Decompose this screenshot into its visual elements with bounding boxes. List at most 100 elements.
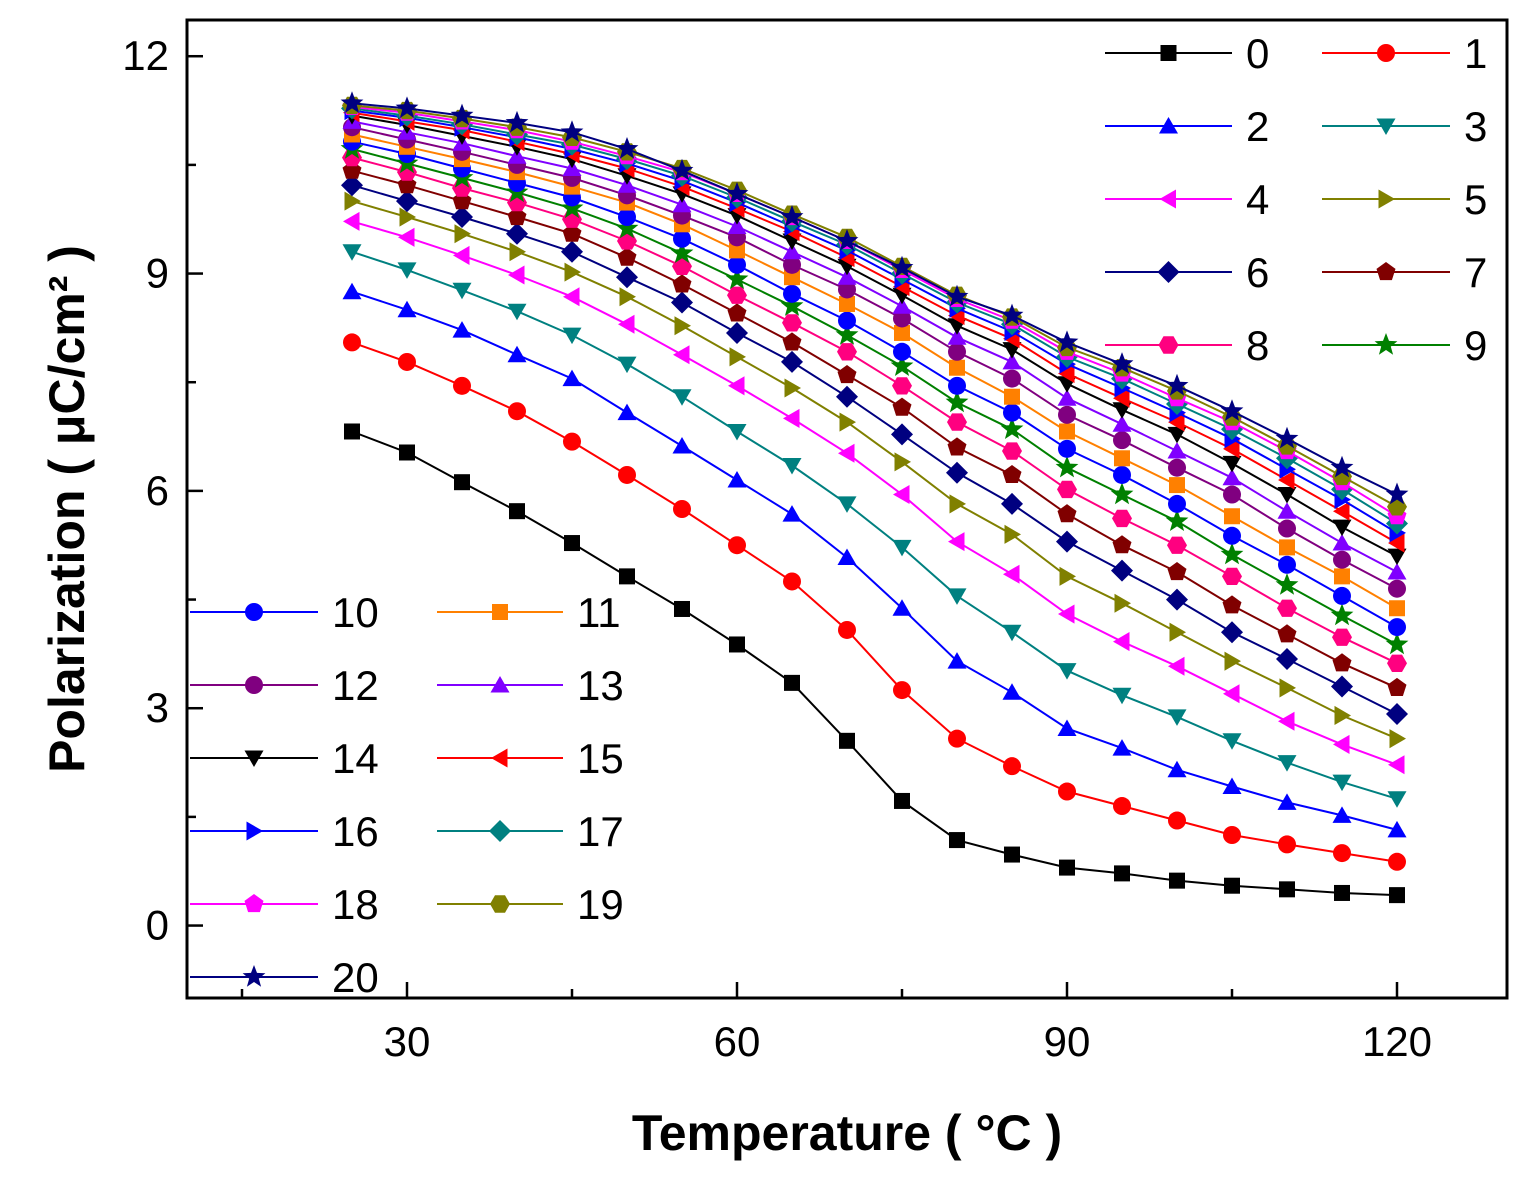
legend-marker [244,894,264,913]
data-point [837,496,857,513]
legend-item-11: 11 [437,589,621,636]
y-tick-label: 9 [146,250,169,297]
data-point [344,191,361,211]
legend-label: 0 [1246,30,1269,77]
data-point [1222,468,1242,486]
data-point [616,266,638,289]
data-point [1169,622,1186,642]
data-point [947,328,967,345]
data-point [947,413,967,431]
data-point [1333,550,1351,569]
data-point [1220,542,1244,565]
data-point [1111,559,1133,582]
series-7 [342,160,1407,696]
data-point [453,376,471,395]
data-point [1277,755,1297,772]
data-point [1277,502,1297,519]
series-line-14 [351,114,1398,557]
legend-label: 2 [1246,103,1269,150]
legend-label: 3 [1464,103,1487,150]
data-point [672,389,692,406]
data-point [1055,330,1079,353]
data-point [1168,458,1186,477]
data-point [1113,465,1131,484]
data-point [729,636,745,653]
data-point [782,242,802,260]
series-line-20 [351,102,1398,496]
legend-item-9: 9 [1322,322,1487,369]
series-line-10 [351,140,1398,628]
data-point [782,314,802,332]
data-point [1057,480,1077,499]
data-point [729,242,745,259]
data-point [890,255,914,278]
data-point [1331,675,1353,698]
data-point [1388,852,1406,871]
data-point [838,620,856,639]
data-point [1387,563,1407,580]
data-point [893,309,911,328]
data-point [948,729,966,748]
data-point [1112,402,1132,419]
data-point [1278,470,1295,490]
data-point [1112,415,1132,432]
data-point [617,247,637,266]
data-point [672,274,692,293]
legend-item-20: 20 [190,954,379,1001]
data-point [1386,703,1408,725]
series-0 [344,423,1405,904]
legend-marker [492,604,508,620]
data-point [398,227,415,247]
data-point [1113,388,1130,408]
data-point [948,376,966,395]
legend-item-0: 0 [1105,30,1269,77]
series-line-7 [351,169,1398,689]
data-point [507,303,527,321]
data-point [619,568,635,585]
legend-marker [1159,189,1176,209]
data-point [670,241,694,263]
legend-item-10: 10 [190,589,379,636]
data-point [1166,588,1188,611]
data-point [397,300,417,318]
data-point [1333,586,1351,605]
data-point [945,284,969,307]
data-point [561,240,583,263]
data-point [1387,820,1407,838]
data-point [728,376,745,396]
legend-item-14: 14 [190,735,379,782]
data-point [1279,539,1295,556]
legend-item-17: 17 [437,808,624,855]
data-point [341,174,363,197]
legend-label: 8 [1246,322,1269,369]
data-point [1388,618,1406,637]
data-point [835,229,859,251]
data-point [1222,595,1242,614]
series-1 [343,333,1406,871]
data-point [507,345,527,363]
legend-label: 6 [1246,249,1269,296]
series-20 [340,91,1409,505]
data-point [1332,806,1352,823]
data-point [343,333,361,352]
data-point [671,291,693,314]
data-point [509,503,525,520]
data-point [618,208,636,227]
plot-frame [185,18,1509,1000]
series-8 [342,149,1407,672]
legend-item-16: 16 [190,808,379,855]
data-point [837,365,857,384]
data-point [1332,774,1352,792]
data-point [454,474,470,491]
data-point [838,443,855,463]
data-point [564,535,580,552]
legend-item-19: 19 [437,881,624,928]
data-point [1387,677,1407,696]
data-point [784,269,800,286]
data-point [1277,599,1297,617]
y-tick-label: 6 [146,467,169,514]
data-point [1385,632,1409,655]
data-point [452,282,472,300]
data-point [890,354,914,376]
